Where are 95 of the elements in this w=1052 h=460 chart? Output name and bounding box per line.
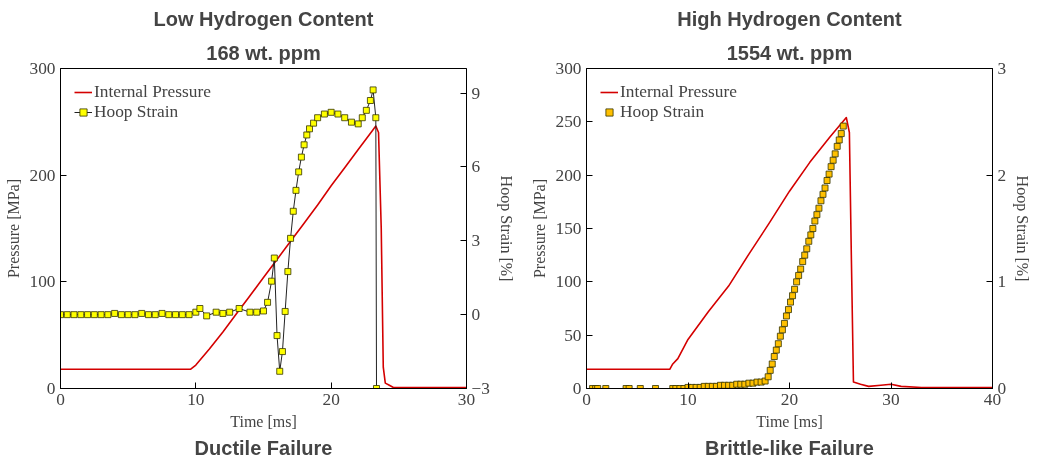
y-tick-label: 200 bbox=[555, 165, 582, 185]
point bbox=[158, 310, 166, 317]
point bbox=[341, 114, 349, 122]
point bbox=[172, 311, 179, 319]
point bbox=[358, 114, 366, 122]
point bbox=[70, 311, 78, 319]
point bbox=[219, 310, 227, 317]
point bbox=[235, 305, 243, 312]
point bbox=[178, 311, 186, 319]
x-tick-label: 10 bbox=[187, 389, 205, 409]
point bbox=[253, 308, 261, 316]
point bbox=[104, 311, 112, 319]
y2-tick-label: 0 bbox=[471, 305, 481, 325]
x-tick-label: 30 bbox=[457, 389, 476, 409]
point bbox=[165, 311, 173, 319]
point bbox=[270, 254, 278, 262]
point bbox=[362, 106, 370, 114]
y-tick-label: 300 bbox=[29, 59, 56, 78]
legend-label: Internal Pressure bbox=[620, 82, 737, 102]
point bbox=[372, 114, 380, 122]
point bbox=[348, 118, 355, 126]
y2-axis-title: Hoop Strain [%] bbox=[1013, 175, 1032, 282]
chart-subtitle: 1554 wt. ppm bbox=[726, 41, 853, 64]
point bbox=[327, 108, 335, 116]
point bbox=[303, 131, 311, 139]
x-tick-label: 30 bbox=[882, 389, 900, 409]
legend-label: Internal Pressure bbox=[94, 82, 211, 102]
chart-title: Low Hydrogen Content bbox=[153, 7, 374, 30]
point bbox=[310, 119, 317, 127]
text: Ductile Failure bbox=[194, 436, 333, 459]
point bbox=[97, 311, 105, 319]
y2-tick-label: 2 bbox=[997, 165, 1007, 185]
point bbox=[321, 110, 328, 118]
point bbox=[111, 310, 119, 317]
point bbox=[84, 311, 91, 319]
point bbox=[279, 348, 286, 355]
point bbox=[334, 110, 342, 118]
point bbox=[287, 234, 294, 242]
point bbox=[226, 308, 234, 316]
point bbox=[77, 311, 85, 319]
point bbox=[246, 308, 254, 316]
y2-tick-label: 3 bbox=[997, 59, 1007, 78]
point bbox=[268, 277, 276, 285]
x-tick-label: 20 bbox=[322, 389, 340, 409]
point bbox=[90, 311, 98, 319]
legend-label: Hoop Strain bbox=[620, 102, 705, 122]
point bbox=[354, 120, 362, 128]
y-tick-label: 200 bbox=[29, 165, 56, 185]
x-axis-title: Time [ms] bbox=[756, 412, 823, 430]
y-tick-label: 250 bbox=[555, 112, 582, 132]
point bbox=[297, 153, 305, 161]
text: Brittle-like Failure bbox=[705, 436, 874, 459]
point bbox=[295, 168, 303, 176]
y-tick-label: 100 bbox=[29, 272, 56, 292]
y2-tick-label: 6 bbox=[471, 157, 481, 177]
point bbox=[281, 308, 289, 315]
point bbox=[314, 114, 322, 122]
point bbox=[124, 311, 132, 319]
y2-tick-label: 9 bbox=[471, 83, 481, 103]
point bbox=[145, 311, 152, 319]
y-axis-title: Pressure [MPa] bbox=[530, 178, 548, 279]
y2-tick-label: 3 bbox=[471, 231, 481, 251]
point bbox=[369, 86, 377, 94]
chart-title: High Hydrogen Content bbox=[677, 7, 903, 30]
y-tick-label: 300 bbox=[555, 59, 582, 78]
point bbox=[212, 308, 220, 316]
y-axis-title: Pressure [MPa] bbox=[4, 178, 22, 279]
legend-label: Hoop Strain bbox=[94, 102, 179, 122]
point bbox=[196, 305, 204, 312]
y2-tick-label: 1 bbox=[997, 272, 1007, 292]
x-axis-title: Time [ms] bbox=[230, 412, 297, 430]
y-tick-label: 100 bbox=[555, 272, 582, 292]
point bbox=[367, 97, 374, 104]
point bbox=[185, 311, 193, 319]
point bbox=[273, 332, 281, 339]
point bbox=[63, 311, 71, 319]
point bbox=[276, 367, 284, 375]
x-tick-label: 20 bbox=[780, 389, 799, 409]
point bbox=[284, 268, 292, 275]
point bbox=[131, 311, 139, 319]
point bbox=[138, 310, 146, 317]
point bbox=[264, 298, 271, 306]
x-tick-label: 10 bbox=[679, 389, 697, 409]
point bbox=[289, 207, 297, 215]
y-tick-label: 150 bbox=[555, 219, 582, 238]
point bbox=[306, 125, 313, 133]
y2-axis-title: Hoop Strain [%] bbox=[496, 175, 515, 282]
point bbox=[151, 311, 159, 319]
point bbox=[292, 186, 300, 194]
point bbox=[300, 141, 308, 149]
point bbox=[118, 311, 125, 319]
y-tick-label: 50 bbox=[564, 325, 582, 345]
chart-subtitle: 168 wt. ppm bbox=[206, 41, 321, 64]
point bbox=[260, 307, 267, 315]
point bbox=[203, 312, 211, 320]
